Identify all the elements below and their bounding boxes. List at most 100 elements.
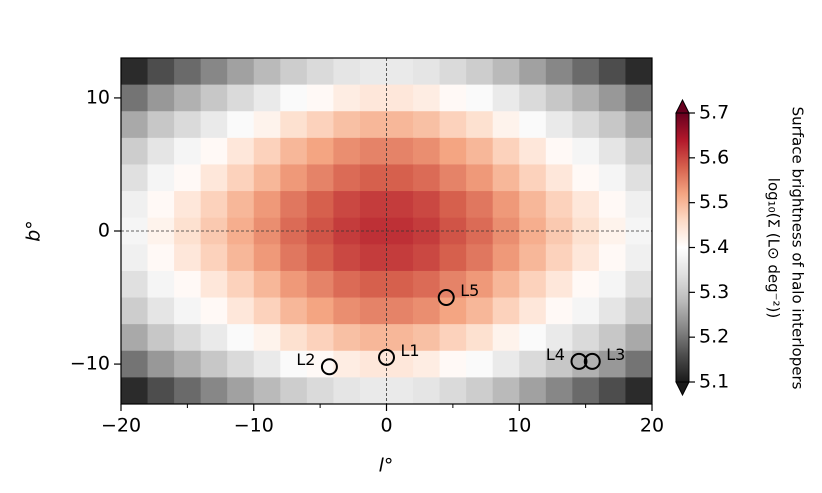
heatmap-cell xyxy=(625,191,653,219)
heatmap-cell xyxy=(306,58,334,86)
heatmap-cell xyxy=(598,58,626,86)
heatmap-cell xyxy=(572,324,600,352)
heatmap-cell xyxy=(333,111,361,139)
heatmap-cell xyxy=(492,324,520,352)
heatmap-cell xyxy=(545,84,573,112)
heatmap-cell xyxy=(413,377,441,405)
heatmap-cell xyxy=(121,58,149,86)
colorbar-label: log₁₀(Σ (L⊙ deg⁻²)) xyxy=(765,178,783,318)
heatmap-cell xyxy=(386,270,414,299)
heatmap-cell xyxy=(466,137,494,165)
heatmap-cell xyxy=(174,191,202,219)
heatmap-cell xyxy=(333,244,361,272)
heatmap-cell xyxy=(253,297,281,325)
heatmap-cell xyxy=(359,244,387,272)
heatmap-cell xyxy=(147,137,175,165)
heatmap-cell xyxy=(253,58,281,86)
heatmap-cell xyxy=(413,350,441,378)
heatmap-cell xyxy=(492,84,520,112)
heatmap-cell xyxy=(519,191,547,219)
heatmap-cell xyxy=(147,111,175,139)
heatmap-cell xyxy=(572,297,600,325)
heatmap-cell xyxy=(439,377,467,405)
heatmap-cell xyxy=(413,244,441,272)
heatmap-cell xyxy=(306,244,334,272)
heatmap-cell xyxy=(545,377,573,405)
heatmap-cell xyxy=(545,297,573,325)
heatmap-cell xyxy=(147,191,175,219)
heatmap-cell xyxy=(572,164,600,192)
heatmap-cell xyxy=(598,84,626,112)
heatmap-cell xyxy=(174,137,202,165)
heatmap-cell xyxy=(359,297,387,325)
heatmap-cell xyxy=(413,297,441,325)
heatmap-cell xyxy=(121,164,149,192)
heatmap-cell xyxy=(280,137,308,165)
heatmap-cell xyxy=(519,84,547,112)
y-tick-label: −10 xyxy=(70,353,110,375)
heatmap-cell xyxy=(492,270,520,299)
heatmap-cell xyxy=(333,137,361,165)
colorbar-label: Surface brightness of halo interlopers xyxy=(789,107,807,390)
heatmap-cell xyxy=(466,297,494,325)
heatmap-cell xyxy=(200,191,228,219)
heatmap-cell xyxy=(625,377,653,405)
heatmap-cell xyxy=(598,191,626,219)
heatmap-cell xyxy=(386,244,414,272)
heatmap-cell xyxy=(174,84,202,112)
heatmap-cell xyxy=(253,164,281,192)
marker-label: L3 xyxy=(606,345,625,364)
heatmap-cell xyxy=(253,84,281,112)
heatmap-cell xyxy=(439,350,467,378)
heatmap-cell xyxy=(519,377,547,405)
heatmap-cell xyxy=(306,270,334,299)
heatmap-cell xyxy=(625,270,653,299)
heatmap-cell xyxy=(121,377,149,405)
heatmap-cell xyxy=(519,111,547,139)
heatmap-cell xyxy=(386,84,414,112)
colorbar-tick-label: 5.2 xyxy=(699,326,729,348)
heatmap-cell xyxy=(121,244,149,272)
heatmap-cell xyxy=(466,377,494,405)
heatmap-cell xyxy=(227,111,255,139)
heatmap-cell xyxy=(227,324,255,352)
heatmap-cell xyxy=(227,164,255,192)
heatmap-cell xyxy=(174,350,202,378)
heatmap-cell xyxy=(306,324,334,352)
heatmap-cell xyxy=(333,324,361,352)
heatmap-cell xyxy=(439,137,467,165)
heatmap-cell xyxy=(174,377,202,405)
heatmap-cell xyxy=(598,324,626,352)
heatmap-cell xyxy=(359,377,387,405)
heatmap-cell xyxy=(492,350,520,378)
heatmap-cell xyxy=(598,350,626,378)
heatmap-cell xyxy=(492,58,520,86)
y-tick-label: 0 xyxy=(98,220,110,242)
x-axis-label: l° xyxy=(379,455,394,477)
heatmap-cell xyxy=(572,58,600,86)
heatmap-cell xyxy=(280,111,308,139)
heatmap-cell xyxy=(519,350,547,378)
heatmap-cell xyxy=(121,137,149,165)
marker xyxy=(378,348,395,366)
heatmap-cell xyxy=(200,58,228,86)
colorbar-tick-label: 5.6 xyxy=(699,146,729,168)
heatmap-cell xyxy=(333,297,361,325)
heatmap-cell xyxy=(227,377,255,405)
heatmap-cell xyxy=(174,58,202,86)
heatmap-cell xyxy=(466,191,494,219)
heatmap-cell xyxy=(174,270,202,299)
heatmap-cell xyxy=(147,84,175,112)
heatmap-cell xyxy=(466,111,494,139)
heatmap-cell xyxy=(492,111,520,139)
heatmap-cell xyxy=(333,350,361,378)
heatmap-cell xyxy=(147,377,175,405)
heatmap-cell xyxy=(253,324,281,352)
heatmap-cell xyxy=(121,297,149,325)
heatmap-cell xyxy=(174,111,202,139)
heatmap-cell xyxy=(545,324,573,352)
heatmap-cell xyxy=(306,164,334,192)
heatmap-cell xyxy=(519,137,547,165)
heatmap-cell xyxy=(280,244,308,272)
heatmap-cell xyxy=(386,58,414,86)
